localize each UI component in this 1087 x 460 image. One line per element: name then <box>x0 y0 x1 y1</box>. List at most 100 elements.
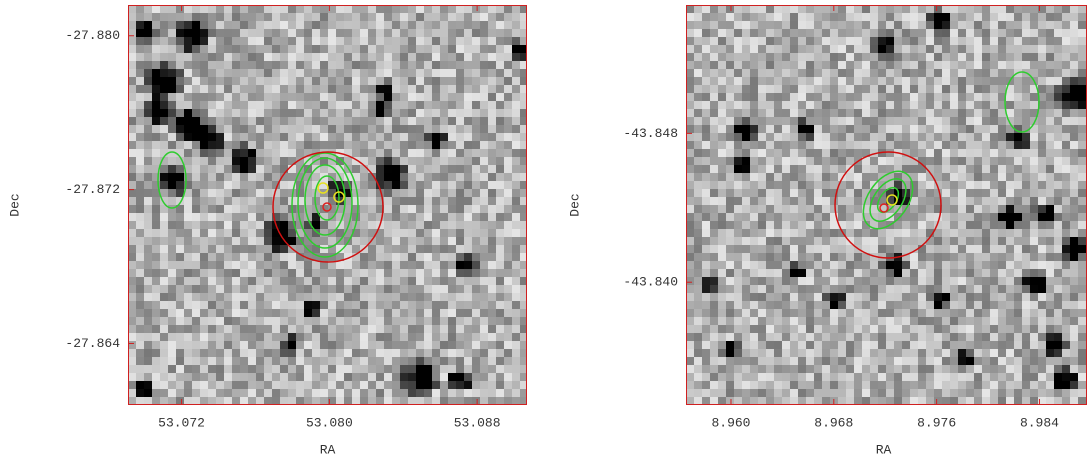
pixel <box>1030 221 1038 229</box>
pixel <box>352 357 360 365</box>
pixel <box>998 269 1006 277</box>
pixel <box>376 397 384 405</box>
pixel <box>942 357 950 365</box>
pixel <box>424 173 432 181</box>
pixel <box>504 237 512 245</box>
pixel <box>894 357 902 365</box>
pixel <box>376 237 384 245</box>
pixel <box>734 341 742 349</box>
pixel <box>958 37 966 45</box>
pixel <box>168 381 176 389</box>
pixel <box>958 189 966 197</box>
pixel <box>694 197 702 205</box>
pixel <box>480 21 488 29</box>
pixel <box>360 61 368 69</box>
pixel <box>280 357 288 365</box>
pixel <box>1006 309 1014 317</box>
pixel <box>472 269 480 277</box>
pixel <box>424 165 432 173</box>
pixel <box>790 109 798 117</box>
pixel <box>846 245 854 253</box>
pixel <box>958 381 966 389</box>
pixel <box>854 5 862 13</box>
pixel <box>1062 333 1070 341</box>
pixel <box>790 93 798 101</box>
pixel <box>496 181 504 189</box>
pixel <box>758 45 766 53</box>
pixel <box>966 261 974 269</box>
pixel <box>264 189 272 197</box>
pixel <box>846 61 854 69</box>
pixel <box>384 373 392 381</box>
pixel <box>240 29 248 37</box>
pixel <box>160 261 168 269</box>
pixel <box>184 149 192 157</box>
pixel <box>384 141 392 149</box>
pixel <box>782 213 790 221</box>
pixel <box>224 141 232 149</box>
pixel <box>472 29 480 37</box>
pixel <box>726 157 734 165</box>
pixel <box>392 277 400 285</box>
pixel <box>336 205 344 213</box>
pixel <box>504 117 512 125</box>
pixel <box>710 213 718 221</box>
pixel <box>280 197 288 205</box>
pixel <box>392 141 400 149</box>
pixel <box>830 341 838 349</box>
pixel <box>176 29 184 37</box>
pixel <box>918 221 926 229</box>
pixel <box>822 357 830 365</box>
pixel <box>376 197 384 205</box>
pixel <box>982 245 990 253</box>
pixel <box>1062 117 1070 125</box>
pixel <box>926 333 934 341</box>
pixel <box>814 53 822 61</box>
pixel <box>352 101 360 109</box>
pixel <box>208 53 216 61</box>
pixel <box>464 317 472 325</box>
pixel <box>224 381 232 389</box>
pixel <box>208 181 216 189</box>
pixel <box>950 301 958 309</box>
pixel <box>1038 381 1046 389</box>
pixel <box>432 261 440 269</box>
pixel <box>822 101 830 109</box>
pixel <box>168 13 176 21</box>
pixel <box>1062 253 1070 261</box>
pixel <box>424 125 432 133</box>
pixel <box>432 157 440 165</box>
pixel <box>440 309 448 317</box>
pixel <box>870 21 878 29</box>
pixel <box>750 157 758 165</box>
pixel <box>974 341 982 349</box>
pixel <box>488 397 496 405</box>
pixel <box>854 141 862 149</box>
pixel <box>1054 61 1062 69</box>
pixel <box>456 245 464 253</box>
pixel <box>686 125 694 133</box>
pixel <box>990 157 998 165</box>
pixel <box>894 309 902 317</box>
pixel <box>256 157 264 165</box>
pixel <box>288 269 296 277</box>
pixel <box>336 109 344 117</box>
pixel <box>838 301 846 309</box>
pixel <box>686 61 694 69</box>
pixel <box>448 277 456 285</box>
pixel <box>798 365 806 373</box>
source-marker <box>317 182 329 194</box>
pixel <box>718 37 726 45</box>
pixel <box>990 125 998 133</box>
pixel <box>1070 101 1078 109</box>
pixel <box>830 381 838 389</box>
pixel <box>702 381 710 389</box>
pixel <box>726 69 734 77</box>
pixel <box>782 117 790 125</box>
pixel <box>240 229 248 237</box>
pixel <box>966 101 974 109</box>
pixel <box>336 397 344 405</box>
pixel <box>974 213 982 221</box>
pixel <box>766 205 774 213</box>
pixel <box>726 269 734 277</box>
